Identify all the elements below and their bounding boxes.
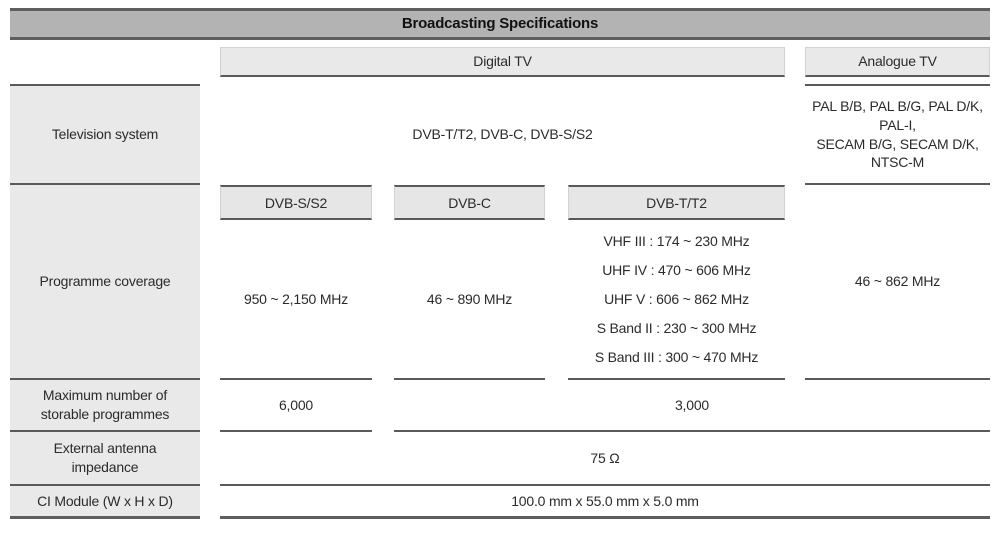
dvb-t-band-s-band-ii: S Band II : 230 ~ 300 MHz <box>596 319 757 336</box>
dvb-t-band-vhf-iii: VHF III : 174 ~ 230 MHz <box>603 232 750 249</box>
television-system-digital-value: DVB-T/T2, DVB-C, DVB-S/S2 <box>412 126 593 143</box>
programme-coverage-dvb-s-column: DVB-S/S2 950 ~ 2,150 MHz <box>220 185 372 380</box>
row-label-television-system: Television system <box>10 84 200 185</box>
programme-coverage-analogue-value: 46 ~ 862 MHz <box>805 185 990 380</box>
dvb-t-band-uhf-v: UHF V : 606 ~ 862 MHz <box>604 290 749 307</box>
max-storable-dvb-s-value: 6,000 <box>220 380 372 432</box>
table-title: Broadcasting Specifications <box>10 8 990 40</box>
column-header-analogue-tv: Analogue TV <box>805 47 990 77</box>
dvb-t-band-s-band-iii: S Band III : 300 ~ 470 MHz <box>594 348 759 365</box>
television-system-analogue-value: PAL B/B, PAL B/G, PAL D/K, PAL-I, SECAM … <box>805 84 990 185</box>
subheader-dvb-s-s2: DVB-S/S2 <box>220 185 372 220</box>
row-label-max-storable-programmes: Maximum number of storable programmes <box>10 380 200 432</box>
broadcasting-specifications-table: Broadcasting Specifications Digital TV A… <box>10 8 990 519</box>
subheader-dvb-t-t2: DVB-T/T2 <box>568 185 785 220</box>
analogue-systems-line-1: PAL B/B, PAL B/G, PAL D/K, PAL-I, <box>812 97 983 133</box>
row-label-antenna-impedance: External antenna impedance <box>10 432 200 486</box>
max-storable-other-value: 3,000 <box>394 380 990 432</box>
antenna-impedance-value: 75 Ω <box>220 432 990 486</box>
row-label-ci-module: CI Module (W x H x D) <box>10 486 200 519</box>
subheader-dvb-c: DVB-C <box>394 185 545 220</box>
column-header-digital-tv: Digital TV <box>220 47 785 77</box>
dvb-t-band-uhf-iv: UHF IV : 470 ~ 606 MHz <box>602 261 751 278</box>
ci-module-value: 100.0 mm x 55.0 mm x 5.0 mm <box>220 486 990 519</box>
programme-coverage-dvb-c-value: 46 ~ 890 MHz <box>394 220 545 380</box>
programme-coverage-dvb-s-value: 950 ~ 2,150 MHz <box>220 220 372 380</box>
programme-coverage-dvb-t-values: VHF III : 174 ~ 230 MHz UHF IV : 470 ~ 6… <box>568 220 785 380</box>
row-label-programme-coverage: Programme coverage <box>10 185 200 380</box>
programme-coverage-dvb-c-column: DVB-C 46 ~ 890 MHz <box>394 185 545 380</box>
analogue-systems-line-2: SECAM B/G, SECAM D/K, NTSC-M <box>816 135 979 171</box>
programme-coverage-dvb-t-column: DVB-T/T2 VHF III : 174 ~ 230 MHz UHF IV … <box>568 185 785 380</box>
